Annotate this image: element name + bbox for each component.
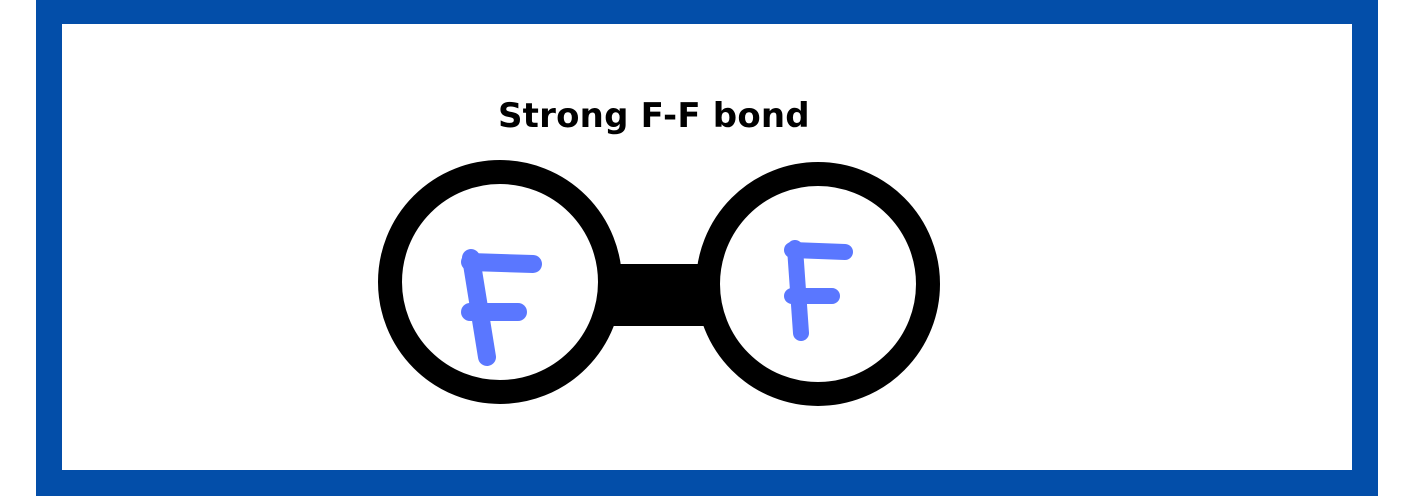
diagram-frame: [36, 0, 1378, 496]
atom-left-ring: [378, 160, 622, 404]
atom-right-letter: [784, 240, 853, 341]
atom-right: F: [696, 162, 940, 406]
atom-left: F: [378, 160, 622, 404]
atom-right-ring: [696, 162, 940, 406]
atom-left-letter: [461, 249, 542, 366]
single-bond: [606, 264, 710, 326]
diagram-title: Strong F-F bond: [498, 96, 810, 136]
